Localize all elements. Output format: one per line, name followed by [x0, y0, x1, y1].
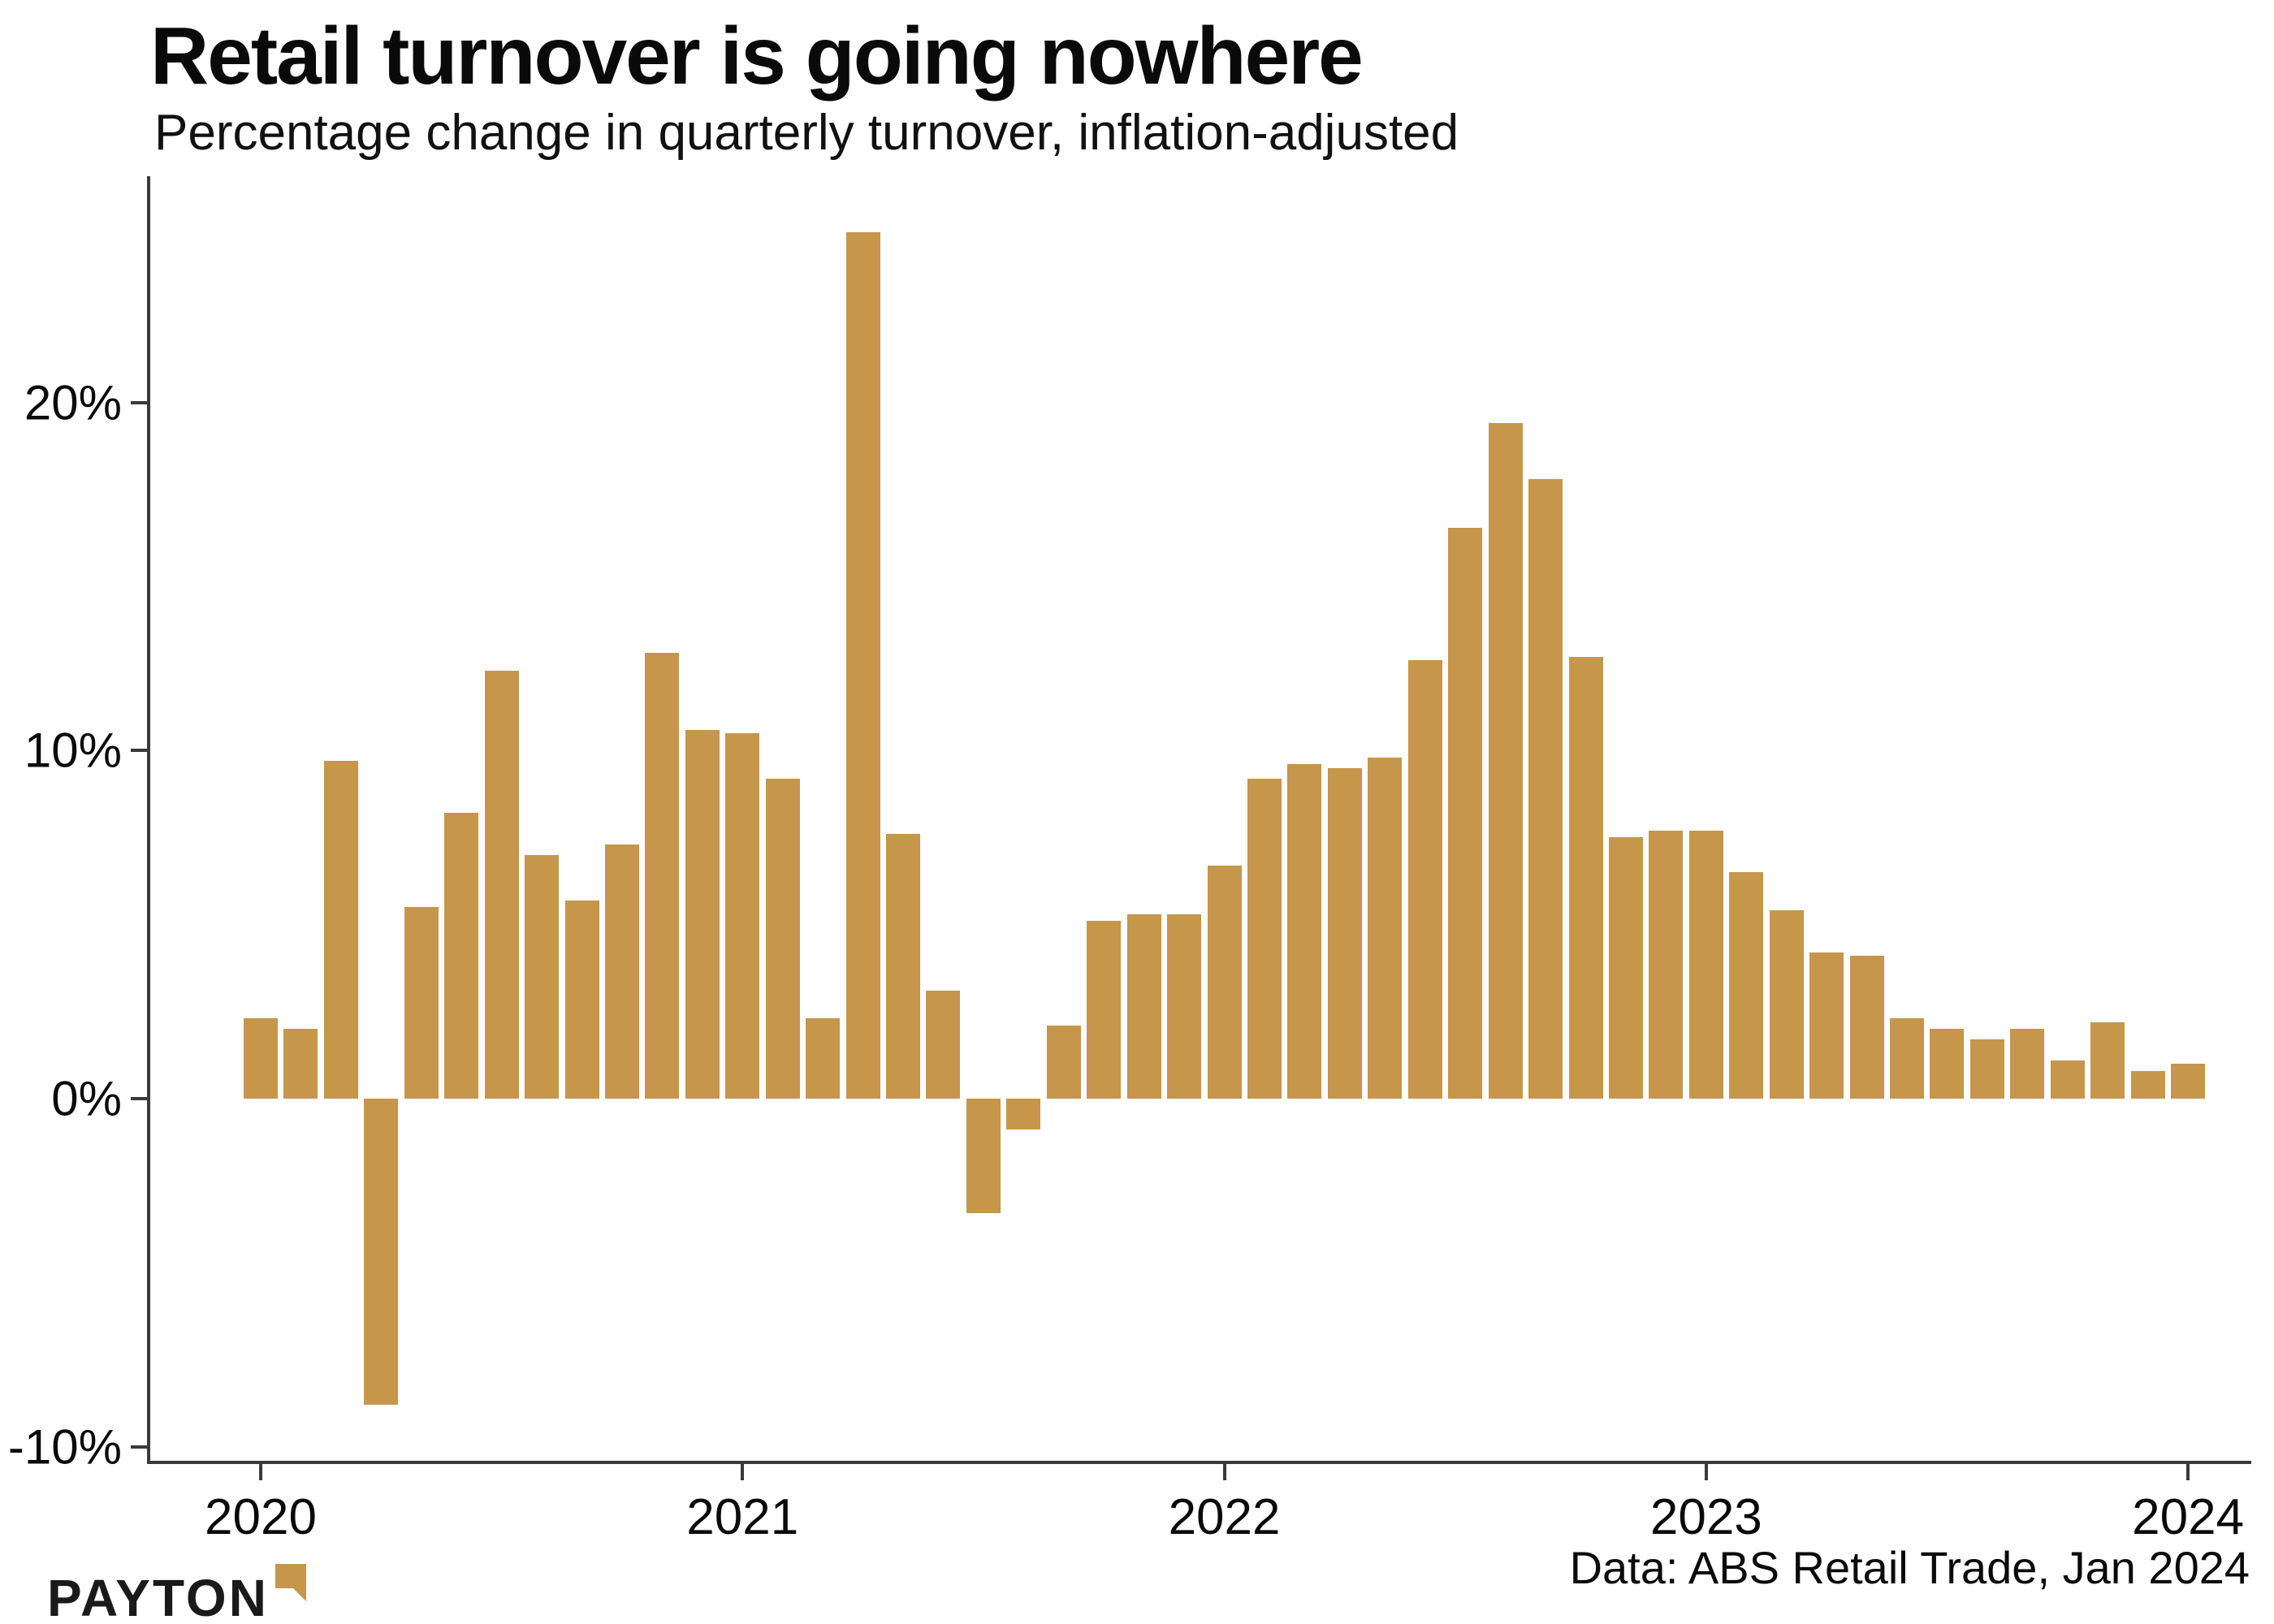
bar — [484, 670, 519, 1099]
bar — [1167, 914, 1202, 1099]
bar — [2130, 1070, 2165, 1099]
y-axis-tick — [131, 1096, 147, 1100]
bar — [1126, 914, 1161, 1099]
bar — [1688, 830, 1723, 1099]
bar — [645, 653, 680, 1099]
bar — [1809, 952, 1844, 1099]
bar — [1649, 830, 1684, 1099]
bar — [685, 729, 720, 1099]
y-axis-tick — [131, 400, 147, 404]
bar — [444, 813, 479, 1099]
bar — [364, 1098, 399, 1406]
x-axis-tick — [259, 1464, 262, 1480]
bar — [1247, 778, 1282, 1099]
y-axis-label: 20% — [24, 375, 122, 430]
x-axis-label: 2021 — [686, 1489, 799, 1545]
bar — [1407, 659, 1442, 1099]
x-axis-tick — [1704, 1464, 1708, 1480]
bar — [1087, 921, 1122, 1099]
y-axis-tick — [131, 749, 147, 753]
bar — [604, 844, 639, 1099]
x-axis-tick — [741, 1464, 745, 1480]
bar — [1608, 837, 1643, 1099]
payton-logo-text: PAYTON — [47, 1569, 269, 1624]
bar — [1930, 1029, 1965, 1099]
bar — [1207, 865, 1242, 1099]
bar — [1488, 423, 1523, 1099]
bar — [845, 231, 880, 1099]
bar — [525, 854, 560, 1099]
bar — [1327, 767, 1362, 1099]
chart-title: Retail turnover is going nowhere — [150, 11, 1364, 102]
bar — [244, 1018, 278, 1099]
y-axis-tick — [131, 1445, 147, 1449]
bar — [1890, 1018, 1925, 1099]
bar — [2010, 1029, 2045, 1099]
bar — [725, 732, 760, 1099]
bar — [323, 761, 358, 1099]
plot-area: 20% 10% 0% -10% 2020 2021 2022 2023 2024 — [8, 176, 2251, 1545]
bar — [1046, 1025, 1081, 1099]
y-axis-label: -10% — [7, 1419, 122, 1475]
bar — [2050, 1060, 2085, 1099]
bar — [806, 1018, 841, 1099]
x-axis-label: 2020 — [205, 1489, 317, 1545]
bar — [1368, 757, 1403, 1099]
bar — [1528, 478, 1563, 1099]
bar — [1448, 527, 1483, 1099]
bar — [2171, 1064, 2206, 1099]
bar — [1729, 872, 1764, 1099]
y-axis-label: 10% — [24, 723, 122, 778]
x-axis-tick — [1222, 1464, 1226, 1480]
chart-subtitle: Percentage change in quarterly turnover,… — [154, 105, 1459, 161]
bar — [1568, 656, 1603, 1099]
bar — [1287, 764, 1322, 1099]
bar — [1769, 910, 1804, 1099]
bar — [283, 1029, 318, 1099]
payton-logo: PAYTON — [47, 1561, 318, 1624]
x-axis-label: 2022 — [1168, 1489, 1281, 1545]
bar — [1006, 1098, 1041, 1130]
bar — [966, 1098, 1001, 1214]
bar — [404, 907, 439, 1099]
y-axis-label: 0% — [51, 1071, 122, 1126]
bar — [765, 778, 800, 1099]
data-source-note: Data: ABS Retail Trade, Jan 2024 — [1569, 1542, 2250, 1593]
x-axis-label: 2023 — [1649, 1489, 1762, 1545]
payton-logo-icon — [270, 1561, 318, 1622]
x-axis-tick — [2186, 1464, 2190, 1480]
bar — [1849, 956, 1884, 1099]
bar — [1969, 1039, 2004, 1099]
bar — [886, 834, 921, 1099]
bar — [926, 991, 961, 1099]
bar — [564, 900, 599, 1099]
x-axis-label: 2024 — [2132, 1489, 2245, 1545]
bar — [2090, 1021, 2125, 1099]
